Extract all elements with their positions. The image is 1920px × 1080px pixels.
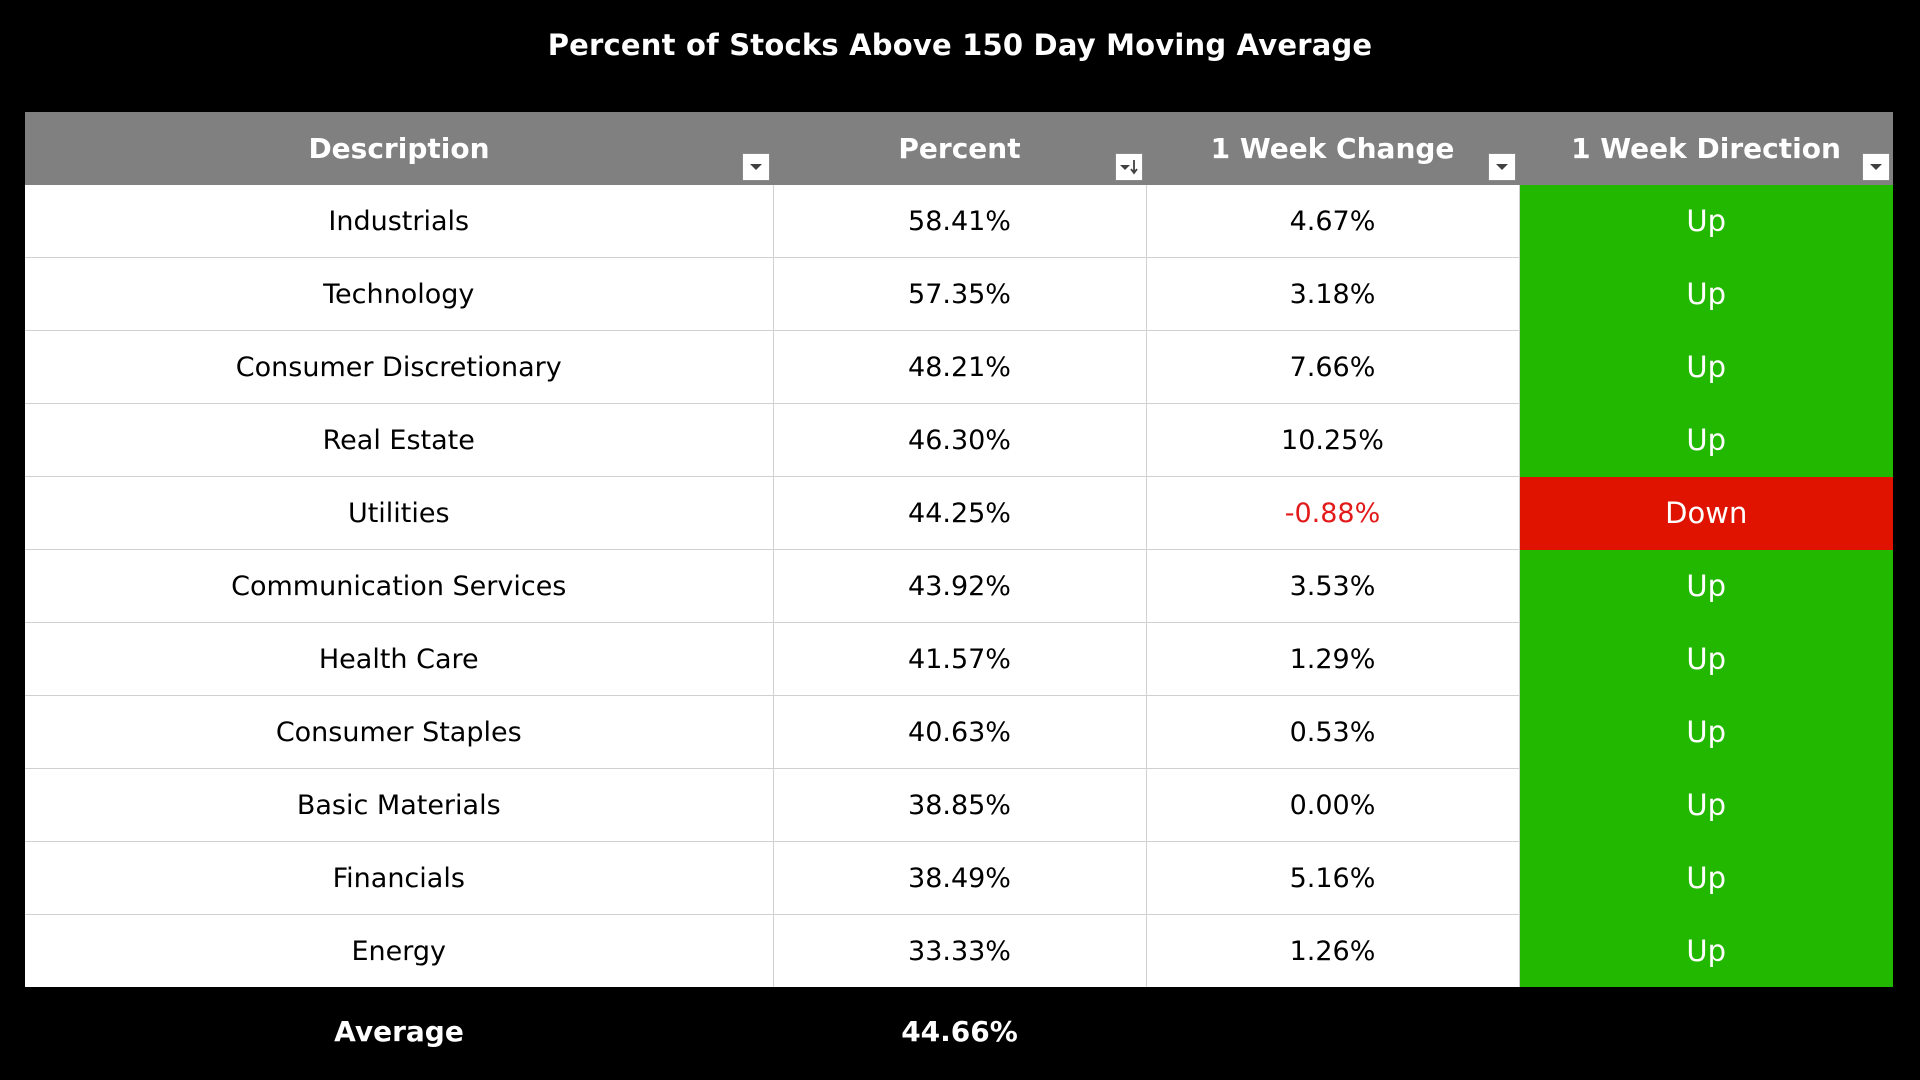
average-empty-cell <box>1519 987 1893 1075</box>
direction-cell: Up <box>1519 257 1893 331</box>
direction-cell: Up <box>1519 841 1893 915</box>
change-cell: 10.25% <box>1146 403 1520 477</box>
table-row: Health Care 41.57% 1.29% Up <box>25 622 1893 696</box>
change-cell: 1.26% <box>1146 914 1520 987</box>
percent-cell: 46.30% <box>773 403 1147 477</box>
direction-cell: Down <box>1519 476 1893 550</box>
column-header-label: 1 Week Direction <box>1571 132 1841 165</box>
table-row: Real Estate 46.30% 10.25% Up <box>25 403 1893 477</box>
direction-cell: Up <box>1519 185 1893 258</box>
percent-cell: 41.57% <box>773 622 1147 696</box>
average-empty-cell <box>1146 987 1519 1075</box>
description-cell: Industrials <box>25 185 774 258</box>
percent-cell: 40.63% <box>773 695 1147 769</box>
description-cell: Health Care <box>25 622 774 696</box>
table-row: Energy 33.33% 1.26% Up <box>25 914 1893 987</box>
direction-cell: Up <box>1519 403 1893 477</box>
percent-cell: 57.35% <box>773 257 1147 331</box>
column-header-percent: Percent <box>773 112 1146 185</box>
description-cell: Basic Materials <box>25 768 774 842</box>
description-cell: Real Estate <box>25 403 774 477</box>
description-cell: Consumer Staples <box>25 695 774 769</box>
filter-dropdown-button[interactable] <box>1488 153 1516 181</box>
percent-cell: 48.21% <box>773 330 1147 404</box>
description-cell: Energy <box>25 914 774 987</box>
direction-cell: Up <box>1519 768 1893 842</box>
table-body: Industrials 58.41% 4.67% Up Technology 57.35%… <box>25 185 1893 987</box>
change-cell: 3.53% <box>1146 549 1520 623</box>
chevron-down-icon <box>1496 164 1508 170</box>
description-cell: Financials <box>25 841 774 915</box>
change-cell: 5.16% <box>1146 841 1520 915</box>
filter-dropdown-button[interactable] <box>1862 153 1890 181</box>
percent-cell: 43.92% <box>773 549 1147 623</box>
description-cell: Utilities <box>25 476 774 550</box>
table-row: Industrials 58.41% 4.67% Up <box>25 185 1893 258</box>
change-cell: -0.88% <box>1146 476 1520 550</box>
column-header-label: 1 Week Change <box>1210 132 1455 165</box>
sort-descending-icon <box>1120 160 1138 175</box>
change-cell: 4.67% <box>1146 185 1520 258</box>
chevron-down-icon <box>1870 164 1882 170</box>
column-header-description: Description <box>25 112 773 185</box>
column-header-direction: 1 Week Direction <box>1519 112 1893 185</box>
percent-cell: 44.25% <box>773 476 1147 550</box>
table-row: Financials 38.49% 5.16% Up <box>25 841 1893 915</box>
description-cell: Consumer Discretionary <box>25 330 774 404</box>
change-cell: 3.18% <box>1146 257 1520 331</box>
filter-dropdown-button[interactable] <box>742 153 770 181</box>
percent-cell: 33.33% <box>773 914 1147 987</box>
description-cell: Communication Services <box>25 549 774 623</box>
table-row: Communication Services 43.92% 3.53% Up <box>25 549 1893 623</box>
direction-cell: Up <box>1519 549 1893 623</box>
change-cell: 0.00% <box>1146 768 1520 842</box>
change-cell: 7.66% <box>1146 330 1520 404</box>
percent-cell: 38.85% <box>773 768 1147 842</box>
direction-cell: Up <box>1519 695 1893 769</box>
direction-cell: Up <box>1519 914 1893 987</box>
chart-title: Percent of Stocks Above 150 Day Moving A… <box>547 28 1373 62</box>
table-row: Utilities 44.25% -0.88% Down <box>25 476 1893 550</box>
percent-cell: 38.49% <box>773 841 1147 915</box>
change-cell: 0.53% <box>1146 695 1520 769</box>
table-row: Consumer Staples 40.63% 0.53% Up <box>25 695 1893 769</box>
table-row: Technology 57.35% 3.18% Up <box>25 257 1893 331</box>
header-row: Description Percent 1 Week Change <box>25 112 1893 185</box>
direction-cell: Up <box>1519 330 1893 404</box>
percent-cell: 58.41% <box>773 185 1147 258</box>
sort-filter-button[interactable] <box>1115 153 1143 181</box>
table-row: Basic Materials 38.85% 0.00% Up <box>25 768 1893 842</box>
table-row: Consumer Discretionary 48.21% 7.66% Up <box>25 330 1893 404</box>
sector-table: Description Percent 1 Week Change <box>25 112 1893 1075</box>
column-header-label: Description <box>308 132 490 165</box>
description-cell: Technology <box>25 257 774 331</box>
column-header-change: 1 Week Change <box>1146 112 1519 185</box>
average-label: Average <box>25 987 773 1075</box>
column-header-label: Percent <box>898 132 1021 165</box>
average-row: Average 44.66% <box>25 987 1893 1075</box>
change-cell: 1.29% <box>1146 622 1520 696</box>
average-percent: 44.66% <box>773 987 1146 1075</box>
direction-cell: Up <box>1519 622 1893 696</box>
chevron-down-icon <box>750 164 762 170</box>
